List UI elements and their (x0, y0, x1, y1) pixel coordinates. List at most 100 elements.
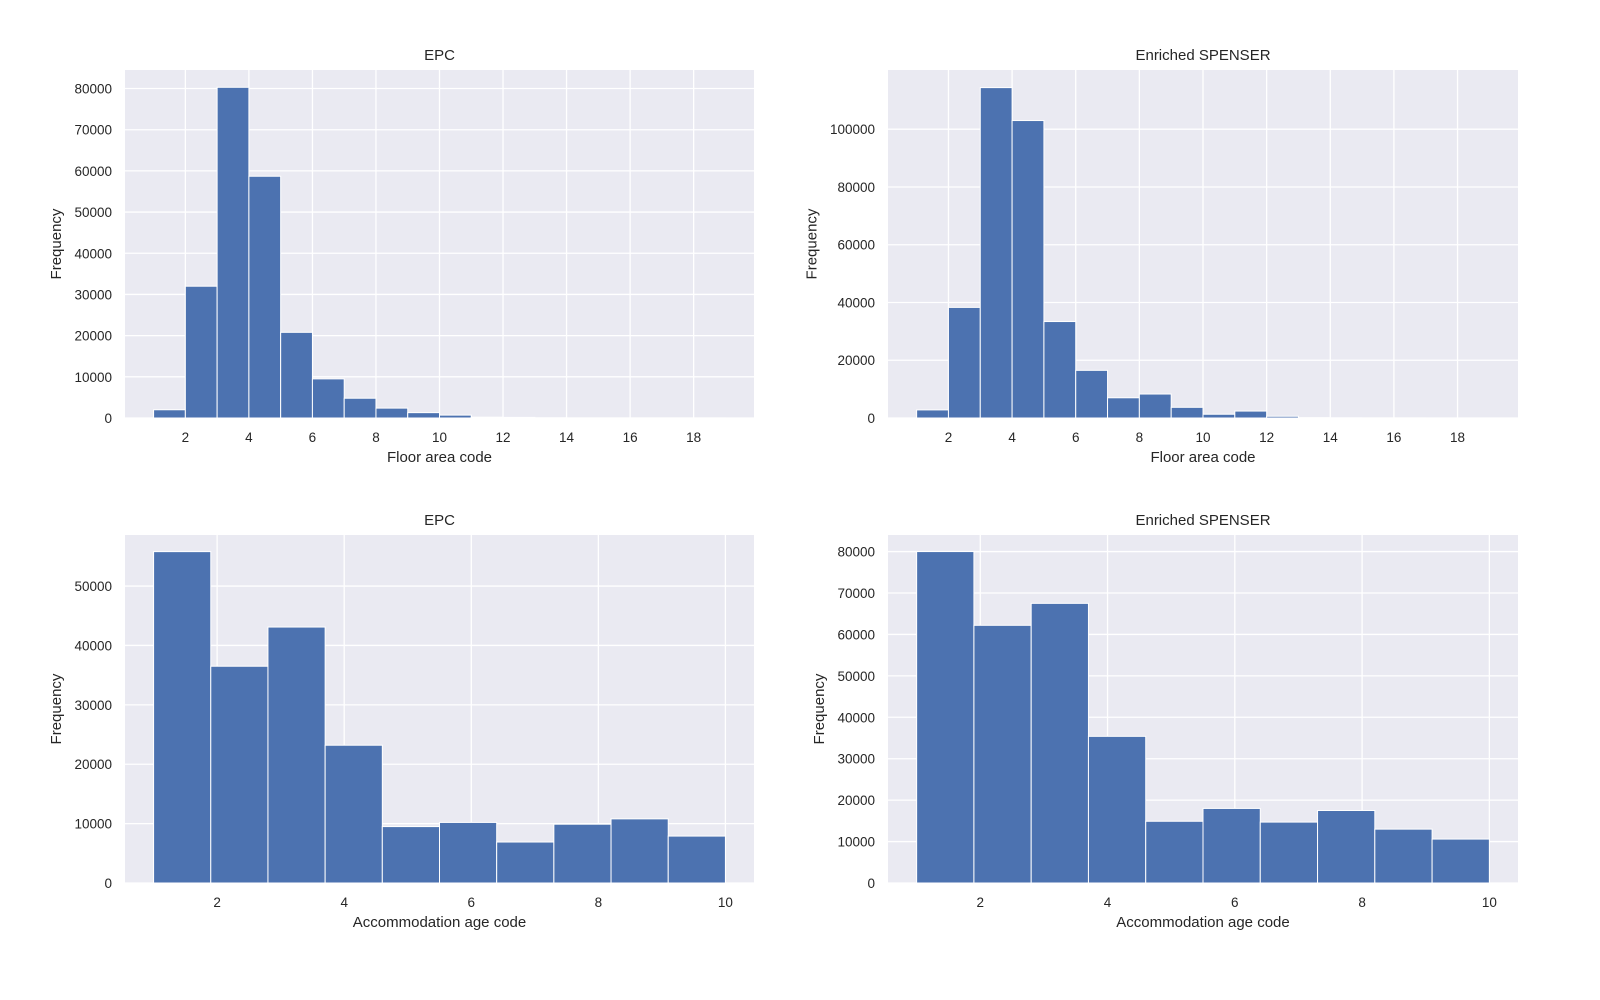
histogram-bar (1145, 820, 1204, 884)
histogram-bar (1043, 321, 1077, 419)
histogram-bar (1202, 413, 1236, 419)
y-tick-label: 30000 (837, 752, 875, 767)
x-tick-label: 2 (182, 430, 190, 445)
spenser-floor-panel: 2 4 6 8 10 12 14 16 18 0 20000 40000 60000 80000 10000… (803, 47, 1518, 466)
histogram-bar (1107, 397, 1140, 419)
x-tick-label: 10 (1195, 430, 1210, 445)
histogram-bar (210, 665, 269, 884)
x-axis-label: Accommodation age code (353, 914, 526, 931)
x-tick-label: 12 (1259, 430, 1274, 445)
x-tick-label: 2 (977, 895, 985, 910)
histogram-bar (973, 624, 1032, 884)
histogram-bar (311, 378, 345, 419)
y-tick-label: 0 (867, 411, 875, 426)
y-tick-label: 100000 (830, 122, 875, 137)
y-tick-label: 80000 (837, 180, 875, 195)
x-tick-label: 10 (1482, 895, 1497, 910)
y-tick-label: 50000 (837, 669, 875, 684)
y-tick-label: 20000 (837, 353, 875, 368)
histogram-bar (979, 87, 1013, 419)
histogram-bar (407, 412, 441, 419)
y-tick-label: 60000 (74, 164, 112, 179)
y-tick-label: 80000 (74, 82, 112, 97)
y-tick-label: 40000 (74, 638, 112, 653)
histogram-bar (1087, 735, 1147, 884)
y-axis-label: Frequency (803, 208, 820, 279)
histogram-bar (1266, 415, 1299, 419)
x-tick-label: 10 (718, 895, 733, 910)
chart-title: Enriched SPENSER (1135, 47, 1270, 64)
histogram-bar (496, 841, 555, 884)
x-tick-label: 10 (432, 430, 447, 445)
histogram-bar (216, 86, 250, 419)
y-tick-label: 10000 (74, 817, 112, 832)
y-tick-label: 0 (867, 876, 875, 891)
x-tick-label: 4 (1104, 895, 1112, 910)
y-tick-label: 0 (104, 411, 112, 426)
x-axis-label: Accommodation age code (1116, 914, 1289, 931)
histogram-bar (324, 744, 383, 884)
histogram-bar (667, 835, 726, 884)
x-tick-label: 18 (686, 430, 701, 445)
x-tick-label: 4 (340, 895, 348, 910)
x-tick-label: 6 (1231, 895, 1239, 910)
histogram-bar (1317, 810, 1376, 884)
x-tick-label: 12 (496, 430, 511, 445)
x-tick-label: 6 (468, 895, 476, 910)
chart-title: EPC (424, 47, 455, 64)
y-tick-label: 40000 (74, 246, 112, 261)
x-tick-label: 8 (1136, 430, 1144, 445)
y-tick-label: 20000 (74, 757, 112, 772)
x-axis-label: Floor area code (1150, 449, 1255, 466)
histogram-bar (1202, 807, 1261, 884)
y-tick-label: 70000 (74, 123, 112, 138)
histogram-bar (1259, 821, 1319, 884)
histogram-bar (1234, 410, 1268, 419)
y-tick-label: 30000 (74, 287, 112, 302)
y-tick-label: 10000 (837, 835, 875, 850)
epc-floor-panel: 2 4 6 8 10 12 14 16 18 0 10000 20000 30000 40000 50000… (48, 47, 754, 466)
y-tick-label: 0 (104, 876, 112, 891)
y-tick-label: 20000 (74, 329, 112, 344)
histogram-bar (1138, 393, 1172, 419)
y-tick-label: 30000 (74, 698, 112, 713)
x-tick-label: 16 (1386, 430, 1401, 445)
x-tick-label: 6 (309, 430, 317, 445)
x-tick-label: 16 (623, 430, 638, 445)
y-tick-label: 10000 (74, 370, 112, 385)
histogram-bar (1075, 369, 1109, 419)
x-tick-label: 8 (595, 895, 603, 910)
x-tick-label: 8 (372, 430, 380, 445)
histogram-bar (1011, 120, 1045, 419)
histogram-bar (343, 397, 377, 419)
x-tick-label: 14 (1323, 430, 1339, 445)
histogram-bar (1431, 838, 1490, 884)
y-axis-label: Frequency (48, 673, 65, 744)
x-tick-label: 18 (1450, 430, 1465, 445)
histogram-bar (1374, 828, 1433, 884)
x-tick-label: 14 (559, 430, 575, 445)
histogram-bar (439, 821, 498, 884)
y-axis-label: Frequency (811, 673, 828, 744)
x-tick-label: 2 (213, 895, 221, 910)
histogram-bar (610, 818, 669, 884)
histogram-bar (381, 826, 440, 884)
y-tick-label: 80000 (837, 545, 875, 560)
histogram-bar (280, 331, 313, 419)
x-axis-label: Floor area code (387, 449, 492, 466)
histogram-bar (375, 407, 409, 419)
histogram-bar (470, 416, 504, 419)
y-tick-label: 40000 (837, 710, 875, 725)
chart-title: EPC (424, 512, 455, 529)
y-tick-label: 50000 (74, 579, 112, 594)
x-tick-label: 2 (945, 430, 953, 445)
spenser-age-panel: 2 4 6 8 10 0 10000 20000 30000 40000 50000 60000 700… (811, 512, 1518, 931)
y-tick-label: 60000 (837, 627, 875, 642)
y-tick-label: 50000 (74, 205, 112, 220)
y-tick-label: 60000 (837, 238, 875, 253)
histogram-bar (1030, 602, 1089, 884)
histogram-bar (248, 175, 282, 419)
histogram-bar (947, 306, 981, 419)
y-tick-label: 40000 (837, 295, 875, 310)
